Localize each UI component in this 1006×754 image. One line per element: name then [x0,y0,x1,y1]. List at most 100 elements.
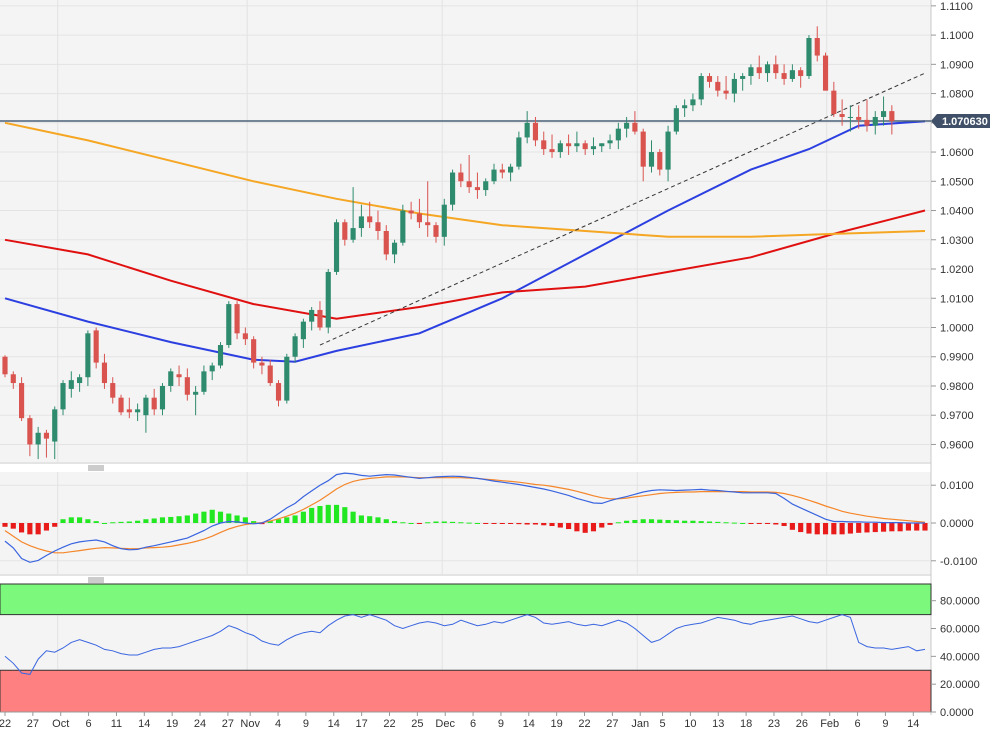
macd-line [4,472,925,563]
macd-histogram-bar [905,523,911,531]
resize-handle-icon[interactable] [88,577,104,583]
candle-body [822,55,829,91]
x-axis-tick-label: 19 [166,718,178,730]
rsi-axis-tick-label: 80.0000 [940,596,980,608]
price-axis-tick-label: 1.0400 [940,206,974,218]
price-axis-tick-label: 1.0200 [940,264,974,276]
candle-body [342,222,348,240]
candle-body [491,169,497,182]
macd-histogram-bar [889,523,895,532]
x-axis-tick-label: 9 [303,718,309,730]
candle-body [847,116,853,118]
macd-histogram-bar [35,523,41,535]
trendline-dashed [319,72,926,346]
candle-body [226,304,232,346]
macd-histogram-bar [77,517,83,523]
macd-axis-tick-label: 0.0100 [940,480,974,492]
candle-body [880,111,887,117]
candle-body [425,222,431,226]
macd-histogram-bar [922,523,928,531]
candle-body [590,146,597,150]
macd-histogram-bar [408,523,414,524]
price-axis-tick-label: 1.1100 [940,1,973,13]
candle-body [60,383,66,410]
candle-body [292,336,298,357]
macd-histogram-bar [706,521,713,523]
candle-body [300,321,306,340]
macd-histogram-bar [126,521,132,523]
candle-body [715,81,721,91]
macd-histogram-bar [85,519,91,523]
macd-histogram-bar [284,517,290,523]
macd-histogram-bar [864,523,870,533]
macd-histogram-bar [333,504,340,523]
macd-histogram-bar [715,521,721,523]
rsi-axis-tick-label: 0.0000 [940,707,974,719]
macd-histogram-bar [582,523,588,533]
candle-body [566,143,572,147]
macd-axis-tick-label: 0.0000 [940,518,974,530]
macd-histogram-bar [27,523,33,535]
candle-body [690,99,696,106]
x-axis-tick-label: 11 [111,718,122,730]
candle-body [723,90,729,94]
macd-histogram-bar [532,523,539,525]
candle-body [10,374,16,384]
macd-histogram-bar [449,521,456,523]
candle-body [806,38,812,77]
candle-body [333,222,340,272]
candle-body [118,397,124,413]
candle-body [383,231,389,255]
candle-body [259,362,265,366]
macd-histogram-bar [209,509,215,523]
rsi-line [4,614,926,675]
macd-histogram-bar [740,523,746,524]
macd-histogram-bar [474,523,481,524]
macd-histogram-bar [10,523,16,529]
price-axis-tick-label: 1.0800 [940,89,974,101]
macd-histogram-bar [2,523,8,527]
macd-histogram-bar [251,521,257,523]
macd-signal-line [4,476,926,554]
x-axis-tick-label: 9 [882,718,888,730]
candle-body [599,143,605,147]
candle-body [43,432,50,439]
candle-body [251,339,257,363]
macd-histogram-bar [789,523,795,530]
macd-histogram-bar [168,516,174,523]
rsi-axis-tick-label: 40.0000 [940,651,980,663]
candle-body [68,380,74,389]
last-price-tag-background [931,113,990,128]
candle-body [85,333,91,378]
macd-histogram-bar [806,523,812,534]
candle-body [574,143,580,147]
candle-body [632,122,638,132]
macd-histogram-bar [391,521,398,523]
macd-histogram-bar [756,523,762,524]
macd-histogram-bar [524,523,530,525]
macd-histogram-bar [400,522,406,524]
x-axis-tick-label: 14 [523,718,535,730]
price-axis-tick-label: 1.0000 [940,322,974,334]
macd-histogram-bar [135,520,141,523]
candle-body [682,105,688,109]
macd-histogram-bar [375,517,381,523]
macd-histogram-bar [557,523,563,528]
rsi-axis-tick-label: 20.0000 [940,679,980,691]
macd-histogram-bar [110,522,116,524]
last-price-tag: 1.070630 [931,113,990,128]
macd-histogram-bar [839,523,845,535]
candle-body [52,409,58,442]
macd-histogram-bar [657,519,663,523]
overbought-zone [0,583,932,616]
candle-body [408,210,414,214]
candle-body [458,172,464,182]
candle-body [325,271,331,328]
candle-body [864,119,870,126]
macd-histogram-bar [872,523,878,533]
resize-handle-icon[interactable] [88,465,104,471]
macd-histogram-bar [499,523,505,524]
macd-histogram-bar [466,522,472,524]
